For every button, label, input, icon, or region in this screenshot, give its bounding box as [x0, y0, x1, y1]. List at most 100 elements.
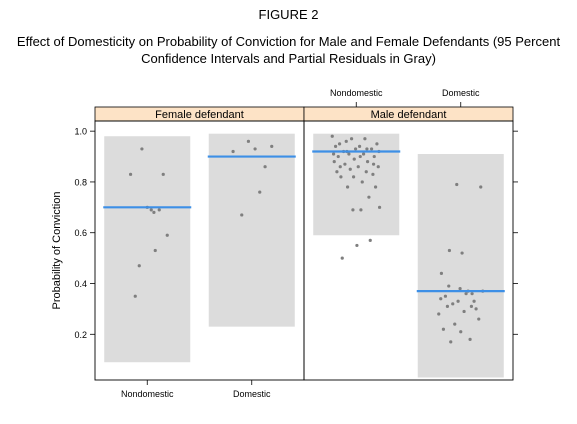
- residual-point: [368, 238, 372, 242]
- y-axis-label: Probability of Conviction: [51, 191, 63, 309]
- residual-point: [443, 294, 448, 298]
- residual-point: [157, 208, 161, 212]
- residual-point: [375, 142, 379, 146]
- residual-point: [344, 139, 348, 143]
- residual-point: [331, 152, 336, 156]
- residual-point: [357, 144, 362, 148]
- residual-point: [352, 157, 356, 161]
- residual-point: [470, 292, 474, 296]
- residual-point: [355, 243, 359, 248]
- residual-point: [161, 172, 165, 176]
- y-tick-label: 0.6: [74, 228, 87, 238]
- residual-point: [360, 180, 364, 184]
- residual-point: [253, 147, 257, 151]
- residual-point: [371, 162, 376, 166]
- residual-point: [349, 137, 354, 141]
- residual-point: [363, 137, 367, 141]
- residual-point: [333, 144, 338, 148]
- x-tick-label: Domestic: [442, 88, 480, 98]
- residual-point: [332, 160, 336, 164]
- residual-point: [149, 208, 153, 212]
- ci-band: [417, 154, 504, 378]
- residual-point: [361, 152, 366, 156]
- residual-point: [240, 213, 244, 217]
- residual-point: [477, 317, 481, 321]
- residual-point: [337, 142, 342, 146]
- residual-point: [128, 172, 133, 176]
- residual-point: [462, 309, 466, 314]
- residual-point: [351, 175, 356, 179]
- residual-point: [152, 210, 156, 215]
- residual-point: [468, 337, 472, 341]
- residual-point: [330, 134, 334, 138]
- residual-point: [358, 154, 362, 159]
- residual-point: [137, 264, 141, 268]
- residual-point: [449, 340, 453, 344]
- residual-point: [373, 185, 378, 189]
- residual-point: [447, 248, 452, 253]
- residual-point: [455, 182, 459, 187]
- residual-point: [369, 147, 374, 151]
- residual-point: [371, 172, 375, 176]
- residual-point: [439, 297, 443, 301]
- residual-point: [347, 152, 351, 156]
- residual-point: [441, 327, 446, 331]
- residual-point: [479, 185, 483, 189]
- residual-point: [153, 248, 157, 253]
- residual-point: [359, 208, 363, 212]
- residual-point: [246, 139, 251, 143]
- residual-point: [345, 185, 350, 189]
- residual-point: [472, 299, 476, 303]
- residual-point: [140, 147, 144, 151]
- x-tick-label: Domestic: [233, 389, 271, 399]
- residual-point: [365, 147, 369, 151]
- residual-point: [458, 286, 462, 291]
- x-tick-label: Nondomestic: [330, 88, 383, 98]
- y-tick-label: 0.4: [74, 279, 87, 289]
- panel-frame: [303, 120, 514, 381]
- residual-point: [343, 162, 347, 166]
- residual-point: [377, 205, 382, 209]
- residual-point: [439, 271, 444, 275]
- residual-point: [335, 170, 339, 174]
- residual-point: [353, 147, 358, 151]
- residual-point: [474, 307, 478, 311]
- ci-band: [208, 133, 295, 327]
- residual-point: [451, 302, 455, 306]
- residual-point: [365, 160, 370, 164]
- residual-point: [372, 154, 376, 159]
- residual-point: [364, 170, 368, 174]
- residual-point: [469, 304, 474, 308]
- residual-point: [270, 144, 274, 148]
- residual-point: [356, 165, 360, 169]
- residual-point: [348, 167, 352, 171]
- residual-point: [340, 256, 344, 260]
- y-tick-label: 0.2: [74, 330, 87, 340]
- residual-point: [351, 208, 355, 212]
- figure-label: FIGURE 2: [258, 7, 319, 22]
- residual-point: [437, 312, 441, 316]
- residual-point: [460, 251, 464, 255]
- figure-title: Effect of Domesticity on Probability of …: [16, 34, 561, 66]
- residual-point: [258, 190, 262, 194]
- y-tick-label: 1.0: [74, 127, 87, 137]
- residual-point: [464, 292, 468, 296]
- residual-point: [445, 304, 450, 308]
- x-tick-label: Nondomestic: [121, 389, 174, 399]
- strip-label: Male defendant: [371, 109, 447, 121]
- residual-point: [165, 233, 169, 237]
- residual-point: [453, 322, 457, 326]
- ci-band: [104, 136, 191, 363]
- residual-point: [339, 175, 343, 179]
- residual-point: [456, 299, 460, 303]
- residual-point: [263, 165, 267, 169]
- residual-point: [447, 284, 451, 288]
- residual-point: [338, 165, 342, 169]
- strip-label: Female defendant: [155, 109, 244, 121]
- residual-point: [376, 165, 380, 169]
- residual-point: [133, 294, 137, 298]
- y-tick-label: 0.8: [74, 177, 87, 187]
- residual-point: [231, 149, 235, 154]
- residual-point: [367, 195, 371, 199]
